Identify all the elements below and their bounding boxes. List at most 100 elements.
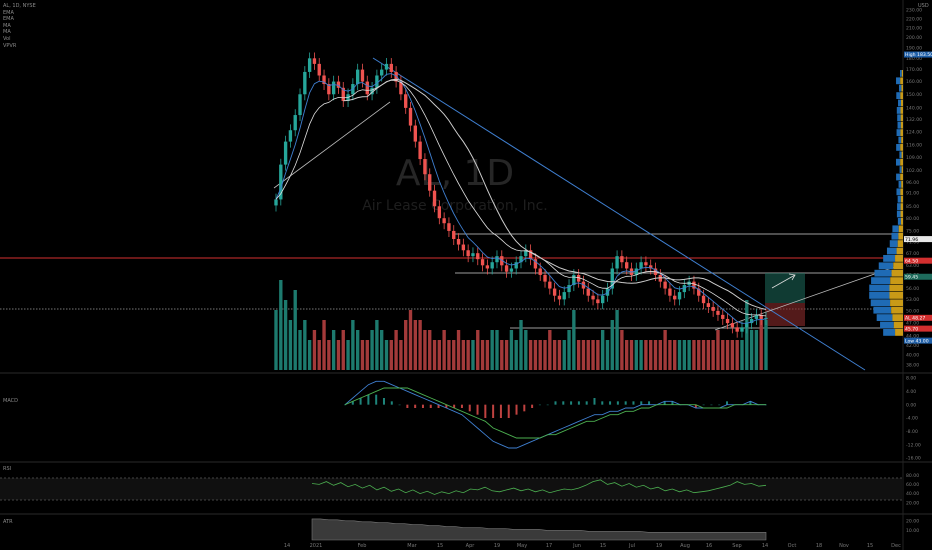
time-tick-label: 19 <box>656 543 662 549</box>
macd-histogram-bar <box>694 404 697 408</box>
time-tick-label: 15 <box>600 543 606 549</box>
volume-bar <box>394 330 398 370</box>
time-tick-label: Jul <box>628 543 635 549</box>
candle-body <box>355 69 360 85</box>
price-tick-label: 50.00 <box>906 308 919 314</box>
volume-bar <box>288 320 293 370</box>
price-tick-label: 96.00 <box>906 180 919 186</box>
vp-bar-down <box>893 321 903 329</box>
indicator-3[interactable]: MA <box>3 22 11 29</box>
volume-bar <box>649 340 653 370</box>
vp-bar-up <box>897 218 901 225</box>
macd-histogram-bar <box>593 398 596 405</box>
volume-bar <box>663 330 667 370</box>
candle-body <box>605 288 610 296</box>
volume-bar <box>749 330 754 370</box>
candle-body <box>716 310 720 315</box>
candle-body <box>644 262 648 266</box>
macd-histogram-bar <box>429 404 432 408</box>
vp-bar-down <box>900 129 903 136</box>
volume-bar <box>389 340 393 370</box>
volume-bar <box>447 340 451 370</box>
price-tick-label: 220.00 <box>906 16 922 22</box>
candle-body <box>461 244 466 251</box>
time-tick-label: Feb <box>358 543 367 549</box>
vp-bar-up <box>873 306 892 314</box>
atr-tick-label: 10.00 <box>906 528 919 534</box>
indicator-1[interactable]: EMA <box>3 9 14 16</box>
candle-body <box>586 288 590 296</box>
vp-bar-down <box>901 70 903 77</box>
macd-histogram-bar <box>718 404 721 406</box>
atr-area <box>311 518 767 541</box>
price-tick-label: 210.00 <box>906 26 922 32</box>
candle-body <box>673 295 677 300</box>
candle-body <box>293 115 297 131</box>
vp-bar-down <box>900 195 903 203</box>
volume-bar <box>682 340 687 370</box>
time-tick-label: Sep <box>732 543 741 549</box>
indicator-6[interactable]: VPVR <box>3 42 17 49</box>
vp-bar-up <box>896 188 901 196</box>
macd-histogram-bar <box>531 404 534 408</box>
macd-histogram-bar <box>460 404 463 408</box>
macd-histogram-bar <box>726 401 729 405</box>
price-tick-label: 102.00 <box>906 168 922 174</box>
volume-bar <box>706 340 711 370</box>
candle-body <box>283 141 288 165</box>
vp-bar-up <box>871 277 891 284</box>
candle-body <box>495 256 499 263</box>
vp-bar-up <box>883 255 896 262</box>
macd-histogram-bar <box>538 404 541 406</box>
candle-body <box>312 58 317 64</box>
price-tick-label: 150.00 <box>906 92 922 98</box>
price-badge <box>904 337 932 344</box>
volume-bar <box>514 340 518 370</box>
candle-body <box>480 259 485 266</box>
macd-histogram-bar <box>344 404 346 406</box>
volume-bar <box>658 340 662 370</box>
candle-body <box>519 256 523 263</box>
vp-bar-down <box>889 292 903 299</box>
indicator-2[interactable]: EMA <box>3 16 14 23</box>
volume-bar <box>764 320 768 370</box>
candle-body <box>572 274 576 286</box>
candles <box>274 52 768 338</box>
indicator-4[interactable]: MA <box>3 29 11 36</box>
candle-body <box>668 288 672 296</box>
volume-bar <box>697 340 701 370</box>
candle-body <box>437 206 442 219</box>
candle-body <box>649 265 653 269</box>
rsi-band <box>0 478 903 500</box>
price-axis: 230.00 220.00 210.00 200.00 190.00 180.00 170.… <box>906 8 922 369</box>
volume-bar <box>370 330 374 370</box>
candle-body <box>404 94 408 108</box>
price-tick-label: 42.00 <box>906 343 919 349</box>
candle-body <box>279 164 283 200</box>
candle-body <box>365 81 369 95</box>
candle-body <box>600 295 605 304</box>
price-badge <box>904 257 932 264</box>
macd-histogram-bar <box>507 404 510 418</box>
volume-bar <box>490 330 494 370</box>
vp-bar-up <box>898 136 902 144</box>
downtrend-line <box>372 57 866 371</box>
watermark-symbol: AL, 1D <box>396 153 514 194</box>
price-tick-label: 180.00 <box>906 56 922 62</box>
vp-bar-down <box>900 173 903 181</box>
candle-body <box>735 327 739 332</box>
time-tick-label: Dec <box>891 543 901 549</box>
indicator-5[interactable]: Vol <box>3 35 11 42</box>
time-tick-label: Aug <box>680 543 690 549</box>
price-tick-label: 44.00 <box>906 334 919 340</box>
uptrend-line-early <box>273 101 391 189</box>
candle-body <box>331 81 336 95</box>
vp-bar-down <box>900 121 903 129</box>
vp-bar-up <box>869 292 890 299</box>
macd-signal-line <box>344 387 766 439</box>
price-tick-label: 53.00 <box>906 297 919 303</box>
price-badge-label: High 183.50 <box>905 52 932 58</box>
candle-body <box>730 323 735 328</box>
candle-body <box>442 218 446 224</box>
